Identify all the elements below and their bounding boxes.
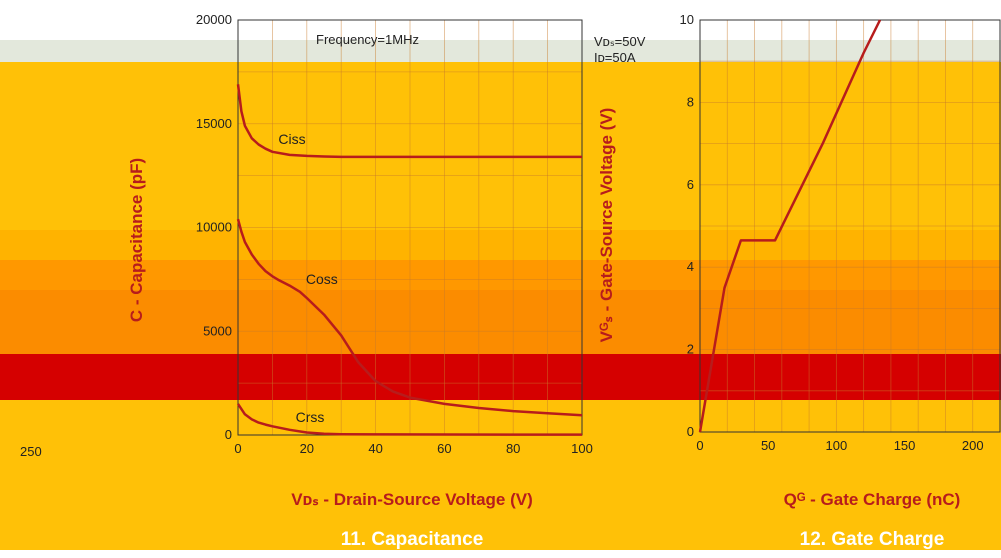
series-line-crss [236, 403, 582, 436]
series-line-series-0 [698, 19, 882, 433]
series-label-crss: Crss [296, 409, 325, 425]
capacitance-chart: 0 20 40 60 80 100 0 5000 10000 15000 20000 Ciss Cos… [20, 12, 593, 550]
x-tick-label: 100 [571, 441, 593, 456]
band-yellow-lower [0, 400, 1001, 550]
x-tick-label: 40 [368, 441, 382, 456]
capacitance-title: 11. Capacitance [341, 529, 484, 550]
y-tick-label: 10 [680, 12, 694, 27]
series-line-coss [236, 218, 583, 417]
gate-charge-ylabel: Vᴳₛ - Gate-Source Voltage (V) [597, 108, 616, 343]
capacitance-grid [238, 20, 582, 435]
series-line-ciss [236, 84, 582, 159]
x-tick-label: 50 [761, 438, 775, 453]
partial-tick-250: 250 [20, 444, 42, 459]
frequency-note: Frequency=1MHz [316, 32, 419, 47]
x-tick-label: 200 [962, 438, 984, 453]
series-label-ciss: Ciss [278, 131, 305, 147]
gate-charge-title: 12. Gate Charge [800, 529, 945, 550]
y-tick-label: 5000 [203, 323, 232, 338]
band-deep-orange [0, 290, 1001, 354]
band-amber [0, 230, 1001, 260]
x-tick-label: 80 [506, 441, 520, 456]
y-tick-label: 15000 [196, 116, 232, 131]
x-tick-label: 0 [696, 438, 703, 453]
capacitance-ylabel: C - Capacitance (pF) [127, 158, 146, 322]
gate-charge-xlabel: Qᴳ - Gate Charge (nC) [784, 490, 961, 509]
vds-note: Vᴅₛ=50V [594, 34, 646, 49]
band-orange [0, 260, 1001, 290]
band-red [0, 354, 1001, 400]
y-tick-label: 2 [687, 342, 694, 357]
y-tick-label: 8 [687, 94, 694, 109]
x-tick-label: 100 [826, 438, 848, 453]
y-tick-label: 0 [687, 424, 694, 439]
id-note: Iᴅ=50A [594, 50, 636, 65]
x-tick-label: 0 [234, 441, 241, 456]
x-tick-label: 60 [437, 441, 451, 456]
capacitance-ticks: 0 20 40 60 80 100 0 5000 10000 15000 20000 [196, 12, 593, 456]
gate-charge-chart: 0 50 100 150 200 0 2 4 6 8 10 Vᴅₛ=50V Iᴅ=50A Vᴳₛ -… [594, 12, 1001, 550]
gate-charge-series [698, 19, 882, 433]
y-tick-label: 4 [687, 259, 694, 274]
y-tick-label: 0 [225, 427, 232, 442]
band-yellow [0, 62, 1001, 230]
gate-charge-plot-frame [699, 19, 1001, 433]
series-label-coss: Coss [306, 271, 338, 287]
band-top [0, 40, 1001, 62]
gate-charge-ticks: 0 50 100 150 200 0 2 4 6 8 10 [680, 12, 984, 453]
capacitance-xlabel: Vᴅₛ - Drain-Source Voltage (V) [291, 490, 533, 509]
x-tick-label: 150 [894, 438, 916, 453]
y-tick-label: 10000 [196, 220, 232, 235]
y-tick-label: 20000 [196, 12, 232, 27]
capacitance-series: Ciss Coss Crss [236, 84, 583, 436]
y-tick-label: 6 [687, 177, 694, 192]
x-tick-label: 20 [300, 441, 314, 456]
